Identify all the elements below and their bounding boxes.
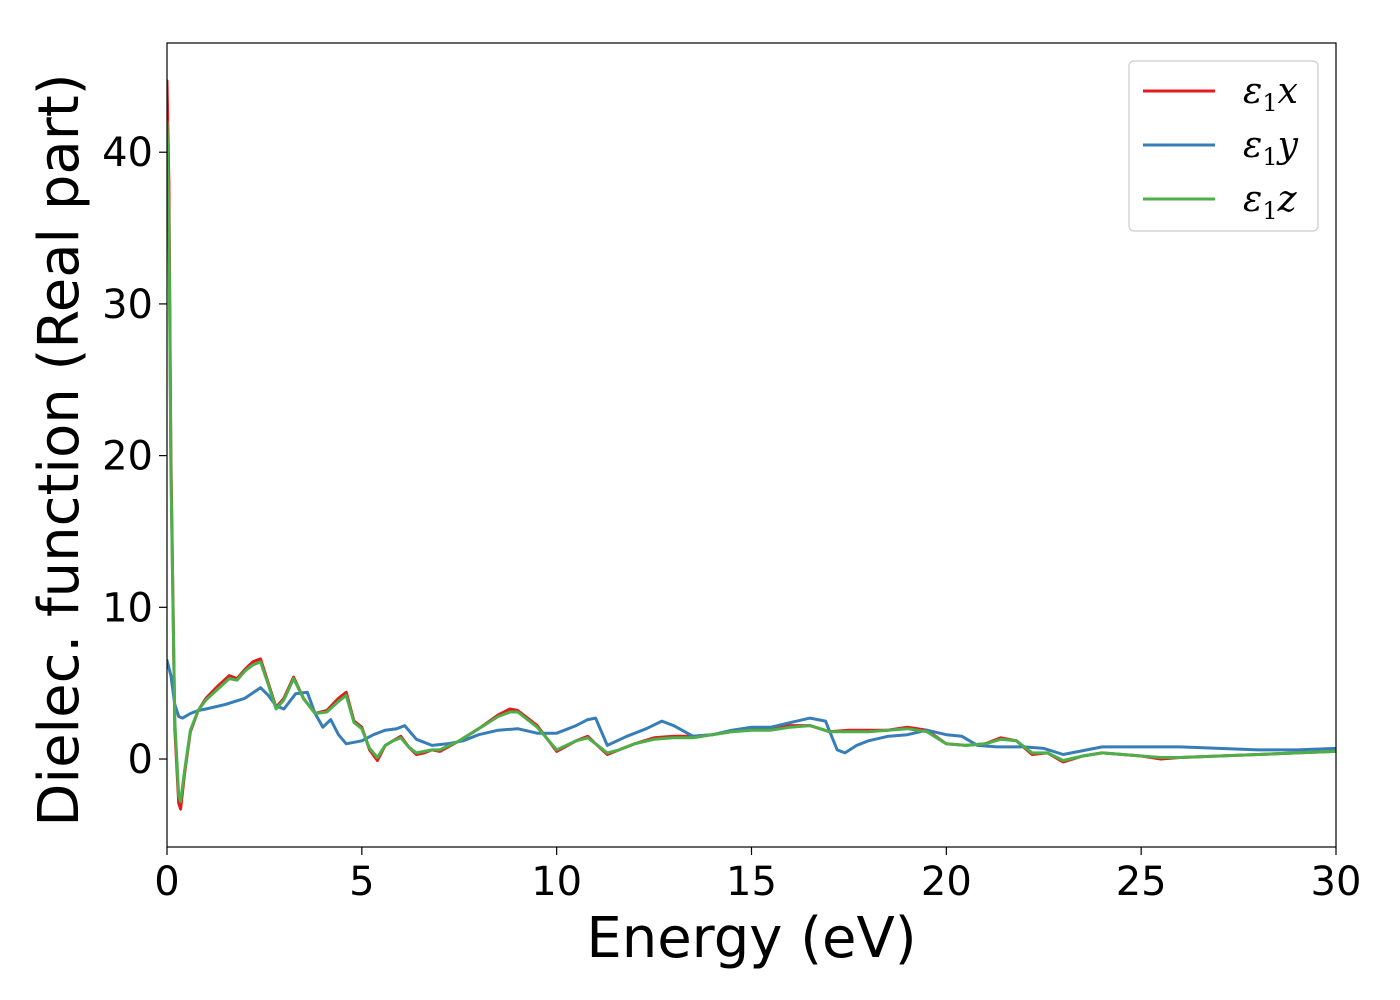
x-tick-label: 0 xyxy=(154,859,179,905)
x-tick-label: 10 xyxy=(531,859,582,905)
legend-label-y: ε1y xyxy=(1243,125,1299,171)
x-tick-label: 30 xyxy=(1311,859,1362,905)
y-tick-label: 10 xyxy=(102,585,153,631)
y-tick-label: 30 xyxy=(102,282,153,328)
x-axis-label: Energy (eV) xyxy=(586,906,916,971)
x-tick-label: 5 xyxy=(349,859,374,905)
legend-label-x: ε1x xyxy=(1243,71,1298,117)
x-tick-label: 20 xyxy=(921,859,972,905)
y-tick-label: 0 xyxy=(128,737,153,783)
y-tick-label: 40 xyxy=(102,130,153,176)
ticks-layer: 0 5 10 15 20 25 30 0 10 20 30 40 xyxy=(102,130,1361,905)
series-layer xyxy=(167,79,1336,811)
legend-label-z: ε1z xyxy=(1243,179,1298,225)
legend: ε1x ε1y ε1z xyxy=(1128,60,1319,232)
series-line-z xyxy=(167,120,1336,803)
x-tick-label: 15 xyxy=(726,859,777,905)
y-tick-label: 20 xyxy=(102,434,153,480)
x-tick-label: 25 xyxy=(1116,859,1167,905)
y-axis-label: Dielec. function (Real part) xyxy=(27,73,92,826)
legend-box xyxy=(1128,60,1319,232)
